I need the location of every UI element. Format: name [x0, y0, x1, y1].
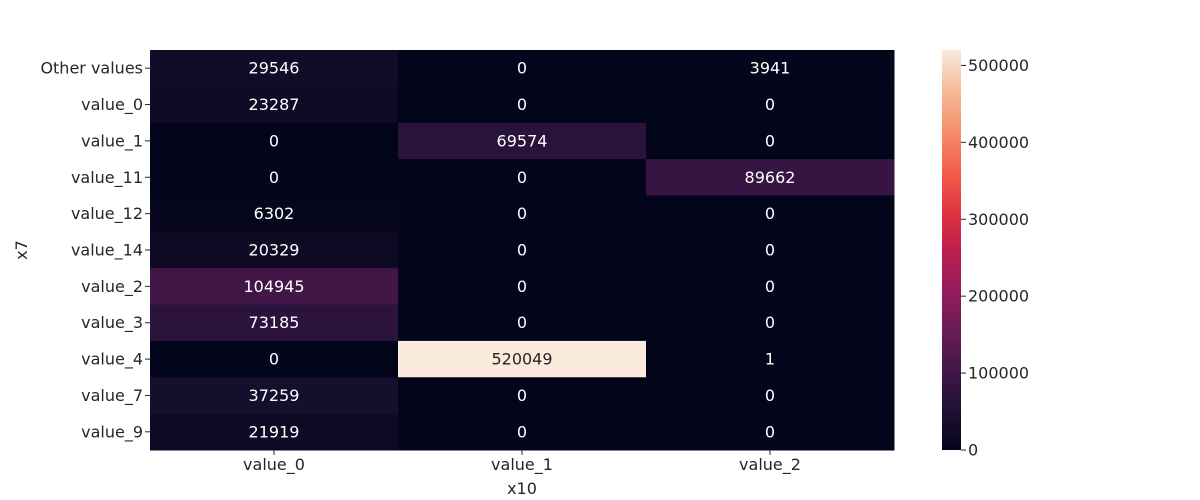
- cell-value-label: 520049: [491, 350, 552, 369]
- cell-value-label: 21919: [249, 422, 300, 441]
- cell-value-label: 104945: [243, 277, 304, 296]
- heatmap-cell: [398, 50, 647, 87]
- x-axis-tick-labels: value_0 value_1 value_2: [243, 450, 801, 475]
- y-tick-label: value_9: [81, 422, 143, 442]
- heatmap-cell: [150, 159, 399, 196]
- y-tick-label: value_7: [81, 386, 143, 406]
- colorbar: [942, 50, 961, 450]
- cell-value-label: 0: [765, 313, 775, 332]
- y-axis-tick-labels: Other values value_0 value_1 value_11 value_…: [40, 59, 150, 442]
- heatmap-cell: [398, 268, 647, 306]
- cell-value-label: 0: [765, 277, 775, 296]
- heatmap-cell: [646, 304, 895, 342]
- heatmap-cell: [398, 377, 647, 415]
- heatmap-cell: [150, 231, 399, 269]
- cell-value-label: 37259: [249, 386, 300, 405]
- cell-value-label: 0: [765, 241, 775, 260]
- heatmap-cell: [398, 159, 647, 196]
- heatmap-cell: [150, 86, 399, 124]
- cell-value-label: 6302: [254, 204, 295, 223]
- heatmap-cell: [150, 268, 399, 306]
- heatmap-cell: [398, 340, 647, 378]
- y-tick-label: value_4: [81, 350, 143, 370]
- cell-value-label: 0: [517, 95, 527, 114]
- heatmap-cell: [150, 377, 399, 415]
- heatmap-cell: [646, 377, 895, 415]
- cell-value-label: 0: [517, 241, 527, 260]
- y-tick-label: value_3: [81, 313, 143, 333]
- heatmap-cell: [398, 195, 647, 233]
- y-tick-label: value_14: [71, 241, 143, 261]
- cell-value-label: 20329: [249, 241, 300, 260]
- cell-value-label: 0: [765, 386, 775, 405]
- heatmap-cell: [150, 122, 399, 160]
- y-tick-label: value_11: [71, 168, 143, 188]
- heatmap-cell: [398, 413, 647, 451]
- x-tick-label: value_2: [739, 455, 801, 475]
- heatmap-cell: [646, 340, 895, 378]
- colorbar-tick-label: 400000: [968, 133, 1029, 152]
- cell-value-label: 69574: [497, 131, 548, 150]
- cell-value-label: 0: [765, 131, 775, 150]
- cell-value-label: 23287: [249, 95, 300, 114]
- heatmap-cell: [150, 413, 399, 451]
- heatmap-cell: [646, 159, 895, 196]
- x-axis-label: x10: [507, 479, 537, 498]
- cell-value-label: 0: [517, 59, 527, 78]
- y-tick-label: Other values: [40, 59, 143, 78]
- colorbar-ticks: 0 100000 200000 300000 400000 500000: [961, 56, 1029, 460]
- cell-value-label: 0: [765, 204, 775, 223]
- cell-value-label: 0: [765, 95, 775, 114]
- cell-value-label: 0: [269, 350, 279, 369]
- colorbar-tick-label: 200000: [968, 287, 1029, 306]
- y-tick-label: value_0: [81, 95, 143, 115]
- y-tick-label: value_12: [71, 204, 143, 224]
- heatmap-cell-labels: 29546 0 3941 23287 0 0 0 69574 0 0 0 89662 6302 0 0 203…: [243, 59, 795, 442]
- heatmap-cell: [398, 86, 647, 124]
- heatmap-cell: [646, 122, 895, 160]
- cell-value-label: 29546: [249, 59, 300, 78]
- heatmap-cell: [398, 304, 647, 342]
- cell-value-label: 3941: [750, 59, 791, 78]
- cell-value-label: 0: [517, 313, 527, 332]
- cell-value-label: 0: [269, 168, 279, 187]
- heatmap-cell: [646, 195, 895, 233]
- y-axis-label: x7: [12, 240, 31, 260]
- heatmap-cells: [150, 50, 895, 451]
- cell-value-label: 0: [517, 204, 527, 223]
- heatmap-cell: [646, 268, 895, 306]
- cell-value-label: 89662: [745, 168, 796, 187]
- y-tick-label: value_1: [81, 131, 143, 151]
- cell-value-label: 1: [765, 350, 775, 369]
- heatmap-cell: [646, 231, 895, 269]
- heatmap-cell: [150, 304, 399, 342]
- x-tick-label: value_1: [491, 455, 553, 475]
- cell-value-label: 73185: [249, 313, 300, 332]
- heatmap-cell: [646, 86, 895, 124]
- cell-value-label: 0: [517, 277, 527, 296]
- cell-value-label: 0: [517, 168, 527, 187]
- colorbar-tick-label: 0: [968, 441, 978, 460]
- heatmap-cell: [398, 231, 647, 269]
- heatmap-cell: [150, 195, 399, 233]
- cell-value-label: 0: [269, 131, 279, 150]
- colorbar-tick-label: 500000: [968, 56, 1029, 75]
- heatmap-cell: [150, 50, 399, 87]
- x-tick-label: value_0: [243, 455, 305, 475]
- y-tick-label: value_2: [81, 277, 143, 297]
- cell-value-label: 0: [517, 386, 527, 405]
- colorbar-tick-label: 300000: [968, 210, 1029, 229]
- cell-value-label: 0: [517, 422, 527, 441]
- heatmap-cell: [646, 50, 895, 87]
- colorbar-tick-label: 100000: [968, 364, 1029, 383]
- cell-value-label: 0: [765, 422, 775, 441]
- heatmap-cell: [398, 122, 647, 160]
- heatmap-cell: [646, 413, 895, 451]
- heatmap-cell: [150, 340, 399, 378]
